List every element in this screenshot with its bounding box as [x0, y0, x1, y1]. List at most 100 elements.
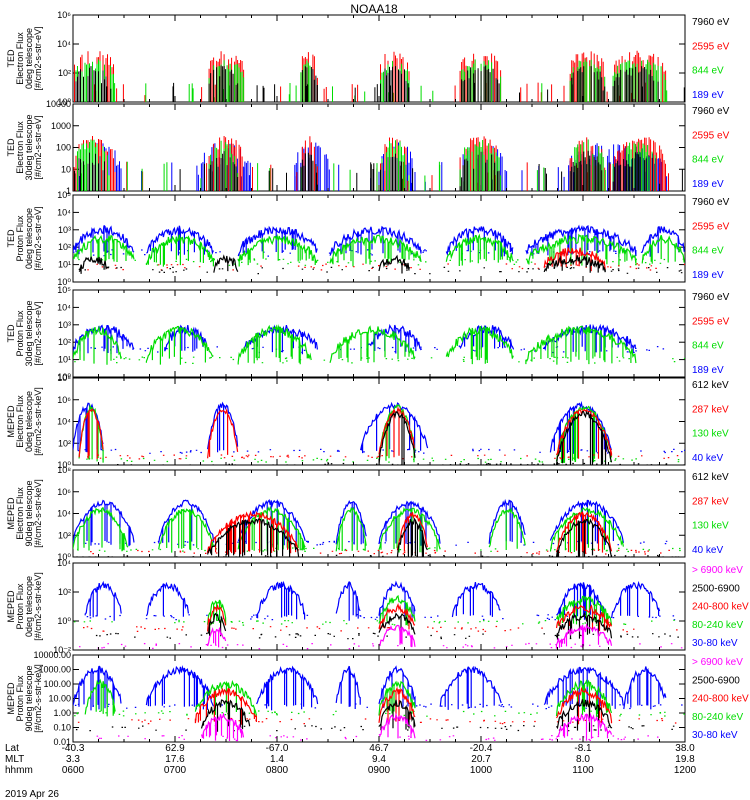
y-axis-label: TED: [6, 324, 16, 343]
x-tick-mlt: 20.7: [471, 754, 491, 765]
panel-frame: [72, 562, 686, 651]
y-axis-label: MEPED: [6, 497, 16, 530]
x-tick-hhmm: 0700: [164, 765, 187, 776]
series-magenta: [79, 623, 683, 650]
legend-entry: 612 keV: [692, 472, 729, 483]
legend-entry: 80-240 keV: [692, 712, 743, 723]
legend-entry: 2595 eV: [692, 316, 730, 327]
y-tick-label: 10⁰: [57, 277, 71, 287]
y-axis-label: [#/cm2-s-str-eV]: [33, 206, 43, 270]
series-green: [73, 324, 685, 365]
y-tick-label: 10²: [58, 68, 71, 78]
x-tick-lat: 46.7: [369, 743, 389, 754]
y-axis-label: Electron Flux: [15, 32, 25, 85]
time-axis: LatMLThhmm-40.33.3060062.917.60700-67.01…: [5, 15, 697, 776]
legend-entry: > 6900 keV: [692, 657, 743, 668]
y-tick-label: 10: [61, 164, 71, 174]
series-green: [74, 678, 685, 718]
y-tick-label: 0.10: [53, 723, 71, 733]
legend-entry: 844 eV: [692, 341, 724, 352]
y-axis-label: Proton Flux: [15, 215, 25, 262]
panel-3: 10⁰ 10¹ 10² 10³ 10⁴ 10⁵ TED Proton Flux 0deg tel…: [6, 190, 730, 287]
legend-entry: 287 keV: [692, 404, 729, 415]
y-tick-label: 10⁻²: [53, 645, 71, 655]
legend-entry: 30-80 keV: [692, 638, 738, 649]
panel-6: 10⁰ 10² 10⁴ 10⁶ 10⁸ MEPED Electron Flux 90deg t…: [6, 465, 729, 562]
y-axis-label: Electron Flux: [15, 395, 25, 448]
figure-title: NOAA18: [350, 2, 398, 16]
plot-area: [73, 580, 683, 650]
plot-area: [73, 323, 685, 365]
y-axis-label: TED: [6, 138, 16, 157]
y-tick-label: 1: [66, 186, 71, 196]
y-axis-label: 0deg telescope: [24, 576, 34, 637]
y-tick-label: 10⁵: [57, 285, 71, 295]
legend-entry: 30-80 keV: [692, 730, 738, 741]
y-tick-label: 10000.00: [33, 650, 71, 660]
legend-entry: 2595 eV: [692, 130, 730, 141]
legend-entry: 7960 eV: [692, 106, 730, 117]
y-axis-label: 0deg telescope: [24, 28, 34, 89]
legend-entry: 189 eV: [692, 90, 724, 101]
legend-entry: > 6900 keV: [692, 565, 743, 576]
plot-area: [73, 400, 685, 465]
y-tick-label: 1.00: [53, 708, 71, 718]
legend-entry: 2595 eV: [692, 221, 730, 232]
legend-entry: 7960 eV: [692, 17, 730, 28]
y-tick-label: 0.01: [53, 737, 71, 747]
x-tick-lat: -40.3: [62, 743, 85, 754]
series-black: [74, 151, 683, 191]
legend-entry: 7960 eV: [692, 292, 730, 303]
y-axis-label: [#/cm2-s-str-keV]: [33, 664, 43, 733]
legend-entry: 80-240 keV: [692, 620, 743, 631]
y-axis-label: [#/cm2-s-str-keV]: [33, 387, 43, 456]
y-tick-label: 10⁶: [57, 10, 71, 20]
x-tick-mlt: 3.3: [66, 754, 80, 765]
legend-entry: 40 keV: [692, 545, 723, 556]
y-tick-label: 10⁵: [57, 190, 71, 200]
y-tick-label: 10⁶: [57, 395, 71, 405]
plot-area: [73, 498, 681, 557]
legend-entry: 2500-6900: [692, 675, 740, 686]
y-tick-label: 10⁰: [57, 372, 71, 382]
x-tick-mlt: 9.4: [372, 754, 386, 765]
x-tick-hhmm: 1100: [572, 765, 594, 776]
time-row-label: Lat: [5, 743, 19, 754]
y-axis-label: 0deg telescope: [24, 391, 34, 452]
y-axis-label: Proton Flux: [15, 675, 25, 722]
y-axis-label: MEPED: [6, 590, 16, 623]
plot-area: [73, 136, 683, 191]
y-tick-label: 10³: [58, 225, 71, 235]
y-axis-label: MEPED: [6, 682, 16, 715]
x-tick-lat: 62.9: [165, 743, 185, 754]
x-tick-lat: -8.1: [574, 743, 592, 754]
legend-entry: 7960 eV: [692, 197, 730, 208]
x-tick-hhmm: 1000: [470, 765, 493, 776]
panel-5: 10⁰ 10² 10⁴ 10⁶ 10⁸ MEPED Electron Flux 0deg te…: [6, 373, 729, 470]
series-green: [73, 506, 681, 553]
x-tick-lat: -20.4: [470, 743, 493, 754]
panel-8: 0.01 0.10 1.00 10.00 100.00 1000.00 10000.00 ME…: [6, 650, 749, 747]
series-red: [74, 50, 667, 102]
panel-2: 1 10 100 1000 10000 TED Electron Flux 30deg tel…: [6, 99, 730, 196]
y-tick-label: 10⁰: [57, 616, 71, 626]
y-axis-label: [#/cm2-s-str-keV]: [33, 572, 43, 641]
x-tick-mlt: 8.0: [576, 754, 590, 765]
legend-entry: 844 eV: [692, 66, 724, 77]
x-tick-mlt: 19.8: [675, 754, 695, 765]
y-tick-label: 10⁰: [57, 552, 71, 562]
y-axis-label: TED: [6, 49, 16, 68]
y-tick-label: 10⁴: [57, 207, 71, 217]
y-tick-label: 10000: [46, 99, 71, 109]
y-axis-label: [#/cm2-s-str-eV]: [33, 26, 43, 90]
series-red: [90, 510, 670, 555]
y-axis-label: Proton Flux: [15, 583, 25, 630]
plot-area: [73, 50, 685, 102]
plot-area: [73, 224, 685, 275]
panel-7: 10⁻² 10⁰ 10² 10⁴ MEPED Proton Flux 0deg telesc…: [6, 558, 749, 655]
legend-entry: 189 eV: [692, 365, 724, 376]
series-blue: [73, 224, 685, 258]
y-axis-label: 90deg telescope: [24, 480, 34, 546]
y-tick-label: 10²: [58, 530, 71, 540]
